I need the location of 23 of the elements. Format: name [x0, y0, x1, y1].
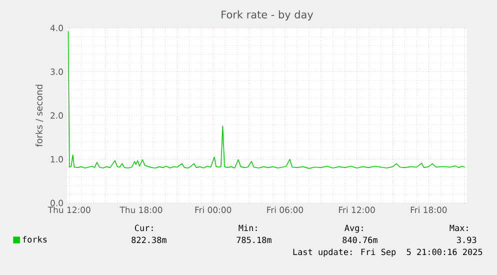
text: 822.38m: [132, 236, 166, 244]
x-tick-label: Thu 18:00: [120, 206, 162, 214]
text: 3.93: [456, 236, 476, 244]
text: Avg:: [344, 224, 363, 233]
y-tick-label: 3.0: [50, 68, 63, 75]
x-tick-label: Fri 18:00: [410, 206, 447, 214]
x-tick-label: Fri 00:00: [195, 206, 232, 214]
x-tick-label: Thu 12:00: [48, 206, 90, 214]
legend-label: forks: [22, 236, 47, 243]
x-tick-label: Fri 06:00: [267, 206, 303, 214]
text: Min:: [238, 224, 257, 231]
y-tick-label: 1.0: [50, 156, 63, 162]
text: Cur:: [134, 224, 153, 232]
text: 785.18m: [236, 236, 272, 244]
x-tick-label: Fri 12:00: [339, 206, 375, 214]
chart-title: Fork rate - by day: [222, 10, 314, 20]
text: Last update: Fri Sep 5 21:00:16 2025: [293, 248, 482, 257]
text: 840.76m: [342, 236, 378, 244]
text: Max:: [450, 224, 468, 232]
y-axis-title: forks / second: [36, 84, 44, 147]
y-tick-label: 0.0: [50, 200, 63, 206]
y-tick-label: 4.0: [50, 24, 63, 32]
y-tick-label: 2.0: [50, 112, 63, 119]
